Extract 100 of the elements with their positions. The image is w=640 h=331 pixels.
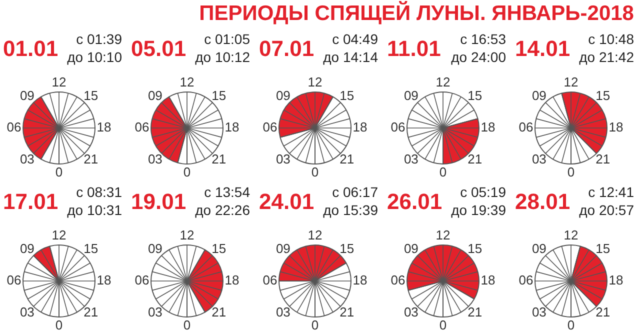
text: 21 [468, 151, 482, 166]
text: 12 [180, 228, 194, 243]
text: 06 [6, 120, 22, 135]
text: 21 [340, 151, 354, 166]
text: до 10:12 [195, 48, 250, 66]
text: 03 [404, 151, 418, 166]
text: 18 [480, 272, 496, 288]
text: с 01:05 [203, 30, 250, 48]
chart-title: 01.01 [3, 36, 58, 62]
chart-title: 11.01 [387, 36, 441, 62]
text: до 24:00 [451, 48, 506, 66]
text: 18 [352, 120, 368, 135]
text: 06 [518, 272, 534, 288]
text: 03 [404, 304, 418, 320]
text: 12 [180, 74, 194, 90]
chart-title: 14.01 [515, 36, 570, 62]
text: 21 [596, 304, 610, 320]
text: 06 [262, 120, 278, 135]
text: с 08:31 [75, 183, 122, 201]
text: 06 [134, 272, 150, 288]
text: с 16:53 [459, 30, 506, 48]
text: 12 [436, 74, 450, 90]
text: 06 [262, 272, 278, 288]
text: с 05:19 [459, 183, 506, 201]
text: 18 [480, 120, 496, 135]
text: 15 [212, 88, 226, 103]
text: 12 [308, 228, 322, 243]
text: 15 [596, 88, 610, 103]
text: 21 [212, 304, 226, 320]
text: до 10:10 [67, 48, 122, 66]
text: 15 [84, 240, 98, 256]
text: 0 [439, 164, 447, 180]
chart-title: 19.01 [131, 189, 186, 215]
text: 03 [532, 151, 546, 166]
chart-title: 05.01 [131, 36, 186, 62]
text: до 14:14 [323, 48, 378, 66]
text: 12 [564, 228, 578, 243]
text: 18 [224, 120, 240, 135]
text: с 06:17 [331, 183, 378, 201]
chart-title: 24.01 [259, 189, 314, 215]
text: 09 [20, 240, 34, 256]
text: с 01:39 [75, 30, 122, 48]
text: 21 [212, 151, 226, 166]
text: 18 [352, 272, 368, 288]
text: 09 [404, 240, 418, 256]
text: 18 [608, 120, 624, 135]
text: до 21:42 [579, 48, 634, 66]
text: 06 [518, 120, 534, 135]
text: 03 [532, 304, 546, 320]
text: 12 [52, 228, 66, 243]
text: 15 [340, 240, 354, 256]
text: с 04:49 [331, 30, 378, 48]
text: 0 [311, 318, 319, 331]
text: 18 [96, 272, 112, 288]
chart-title: 26.01 [387, 189, 442, 215]
text: 0 [183, 164, 191, 180]
text: 0 [567, 318, 575, 331]
text: 18 [608, 272, 624, 288]
text: 03 [148, 151, 162, 166]
text: до 10:31 [67, 201, 122, 219]
text: до 20:57 [579, 201, 634, 219]
text: ПЕРИОДЫ СПЯЩЕЙ ЛУНЫ. ЯНВАРЬ-2018 [199, 2, 634, 25]
text: с 12:41 [587, 183, 634, 201]
text: 09 [532, 240, 546, 256]
text: 0 [567, 164, 575, 180]
text: 0 [183, 318, 191, 331]
text: 0 [55, 164, 63, 180]
text: с 10:48 [587, 30, 634, 48]
text: 15 [468, 240, 482, 256]
text: 12 [52, 74, 66, 90]
text: 15 [340, 88, 354, 103]
text: 18 [96, 120, 112, 135]
text: 03 [276, 304, 290, 320]
text: 06 [6, 272, 22, 288]
text: 06 [134, 120, 150, 135]
text: 03 [20, 304, 34, 320]
text: 03 [276, 151, 290, 166]
text: 15 [212, 240, 226, 256]
text: 06 [390, 272, 406, 288]
text: 0 [311, 164, 319, 180]
text: до 15:39 [323, 201, 378, 219]
text: до 22:26 [195, 201, 250, 219]
text: 21 [596, 151, 610, 166]
text: 0 [439, 318, 447, 331]
text: 15 [468, 88, 482, 103]
text: 06 [390, 120, 406, 135]
text: 15 [84, 88, 98, 103]
text: 09 [276, 88, 290, 103]
chart-title: 07.01 [259, 36, 314, 62]
text: 12 [308, 74, 322, 90]
text: 15 [596, 240, 610, 256]
text: 09 [148, 88, 162, 103]
text: 09 [148, 240, 162, 256]
chart-title: 17.01 [3, 189, 58, 215]
text: 12 [564, 74, 578, 90]
text: 18 [224, 272, 240, 288]
text: 03 [148, 304, 162, 320]
text: 21 [340, 304, 354, 320]
text: 09 [276, 240, 290, 256]
text: 21 [84, 151, 98, 166]
